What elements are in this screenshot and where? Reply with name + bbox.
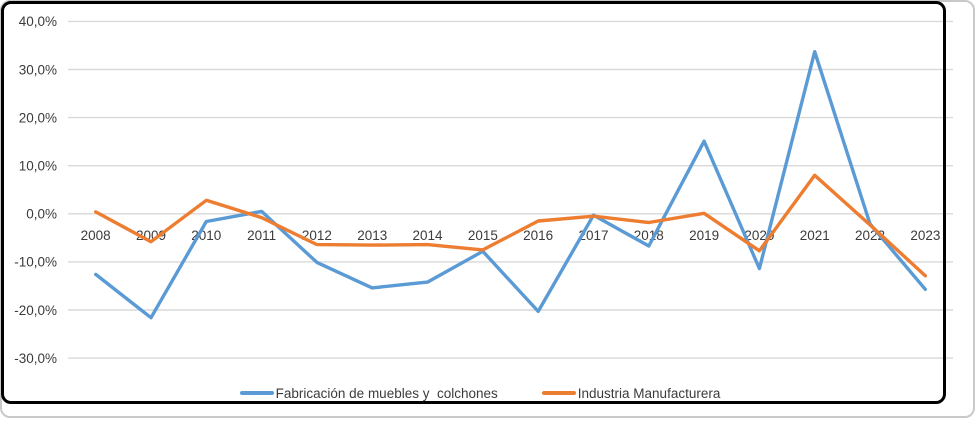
y-tick-label: -20,0% [14, 303, 57, 318]
y-tick-label: 0,0% [26, 207, 57, 222]
series-line-fabricacion-muebles [93, 50, 927, 320]
legend-label-industria-manufacturera: Industria Manufacturera [577, 385, 721, 401]
y-tick-label: 40,0% [19, 14, 57, 29]
x-tick-label: 2015 [468, 228, 498, 243]
legend-swatch-blue-line [239, 391, 274, 395]
y-tick-label: 30,0% [19, 62, 57, 77]
x-tick-label: 2017 [578, 228, 608, 243]
y-tick-label: -30,0% [14, 351, 57, 366]
legend-item-fabricacion-muebles: Fabricación de muebles y colchones [239, 385, 498, 401]
chart-legend: Fabricación de muebles y colchones Indus… [40, 384, 920, 402]
y-tick-label: 10,0% [19, 159, 57, 174]
x-tick-label: 2013 [357, 228, 387, 243]
x-tick-label: 2019 [689, 228, 719, 243]
x-tick-label: 2016 [523, 228, 553, 243]
legend-item-industria-manufacturera: Industria Manufacturera [541, 385, 721, 401]
x-tick-label: 2011 [247, 228, 276, 243]
y-tick-label: -10,0% [14, 255, 57, 270]
x-tick-label: 2023 [910, 228, 940, 243]
y-tick-label: 20,0% [19, 110, 57, 125]
x-tick-label: 2014 [413, 228, 444, 243]
legend-swatch-orange-line [541, 391, 576, 395]
series-line-industria-manufacturera [93, 173, 927, 278]
x-tick-label: 2008 [81, 228, 111, 243]
x-tick-label: 2021 [800, 228, 830, 243]
legend-label-fabricacion-muebles: Fabricación de muebles y colchones [275, 385, 498, 401]
